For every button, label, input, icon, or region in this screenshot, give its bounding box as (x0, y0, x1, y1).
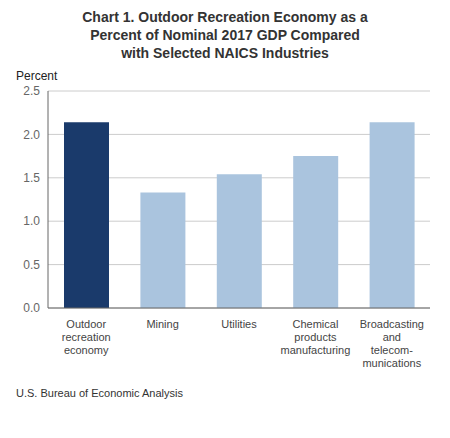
svg-text:0.0: 0.0 (23, 301, 40, 315)
svg-text:2.5: 2.5 (23, 84, 40, 98)
html-text:U.S. Bureau of Economic Analys: U.S. Bureau of Economic Analysis (16, 386, 183, 399)
svg-text:Chemicalproductsmanufacturing: Chemicalproductsmanufacturing (281, 318, 351, 356)
html-text:Percent: Percent (16, 68, 58, 83)
svg-text:Mining: Mining (146, 318, 178, 330)
svg-text:Broadcastingandtelecom-municat: Broadcastingandtelecom-munications (360, 318, 424, 369)
svg-text:0.5: 0.5 (23, 257, 40, 271)
html-text:Chart 1. Outdoor Recreation Ec: Chart 1. Outdoor Recreation Economy as a… (82, 9, 368, 62)
svg-text:1.5: 1.5 (23, 171, 40, 185)
svg-text:Utilities: Utilities (221, 318, 257, 330)
svg-text:2.0: 2.0 (23, 127, 40, 141)
svg-text:1.0: 1.0 (23, 214, 40, 228)
svg-text:Outdoorrecreationeconomy: Outdoorrecreationeconomy (62, 318, 111, 356)
